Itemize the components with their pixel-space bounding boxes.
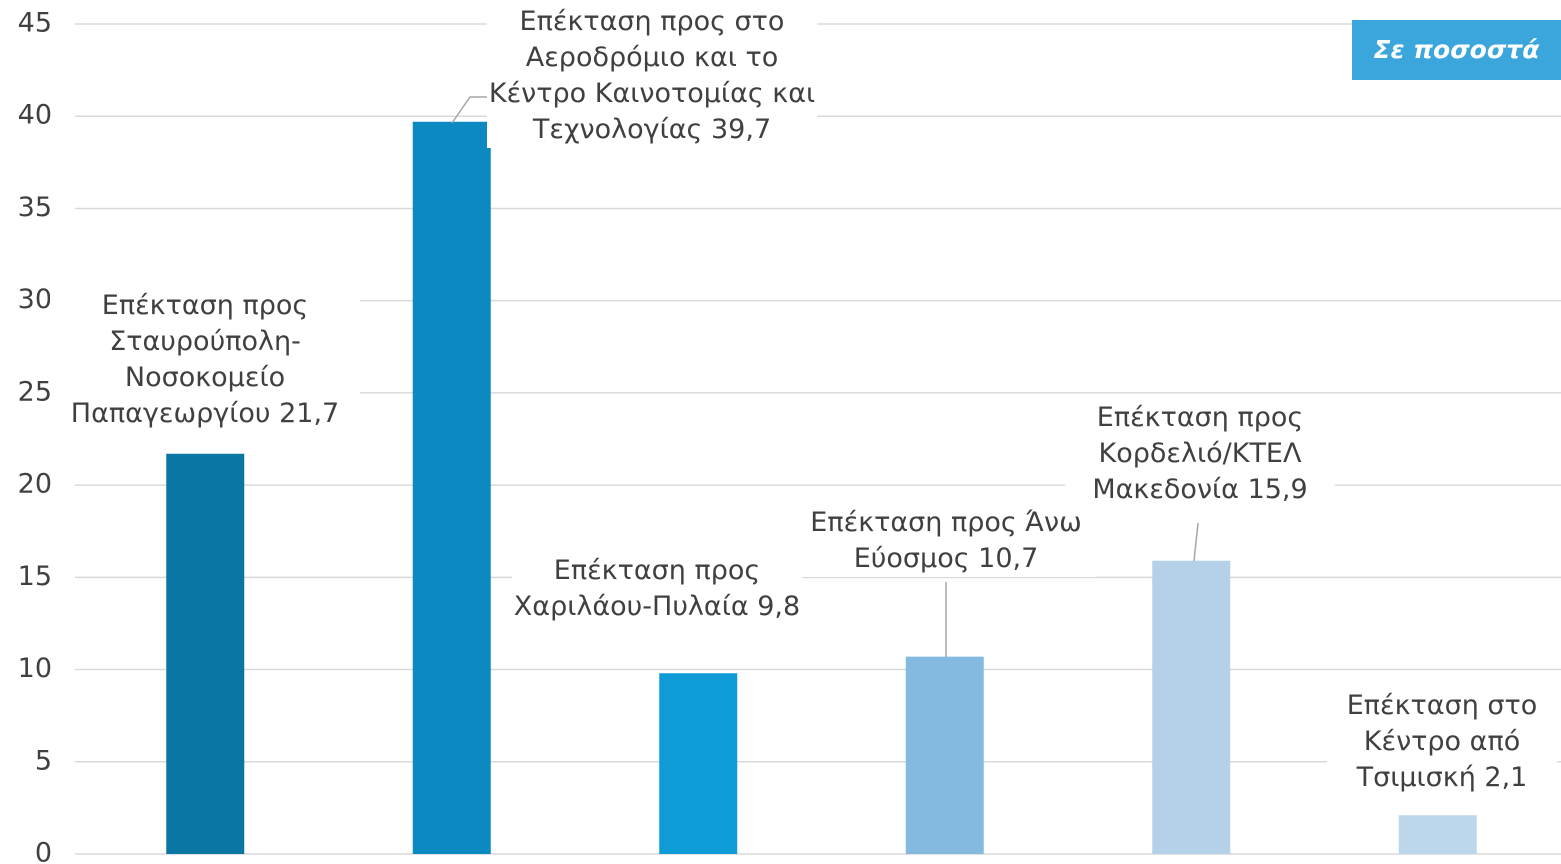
data-label: Επέκταση προς Άνω Εύοσμος 10,7	[796, 505, 1096, 577]
leader-line	[1193, 522, 1199, 562]
bar	[1398, 815, 1477, 854]
y-tick-label: 30	[18, 284, 52, 315]
y-tick-label: 40	[18, 100, 52, 131]
bar	[412, 121, 491, 854]
y-tick-label: 0	[35, 838, 52, 864]
category-label: Επέκταση στο Κέντρο από Τσιμισκή	[1346, 690, 1538, 793]
y-tick-label: 35	[18, 192, 52, 223]
category-label: Επέκταση προς Χαριλάου-Πυλαία	[513, 555, 761, 622]
bar	[166, 453, 245, 854]
annotation: Σε ποσοστά	[1352, 20, 1561, 80]
category-label: Επέκταση προς Άνω Εύοσμος	[810, 507, 1082, 574]
data-label: Επέκταση προς Χαριλάου-Πυλαία 9,8	[512, 553, 802, 625]
value-label: 9,8	[757, 591, 801, 622]
data-label: Επέκταση προς Κορδελιό/ΚΤΕΛ Μακεδονία 15…	[1065, 400, 1335, 508]
y-tick-label: 20	[18, 469, 52, 500]
bar	[905, 656, 984, 854]
y-tick-label: 15	[18, 561, 52, 592]
value-label: 10,7	[978, 543, 1039, 574]
value-label: 39,7	[711, 114, 772, 145]
value-label: 21,7	[279, 398, 340, 429]
value-label: 2,1	[1484, 762, 1528, 793]
leader-line	[451, 96, 493, 124]
category-label: Επέκταση προς Κορδελιό/ΚΤΕΛ Μακεδονία	[1092, 402, 1304, 505]
y-tick-label: 10	[18, 653, 52, 684]
bar	[1152, 560, 1231, 854]
category-label: Επέκταση προς Σταυρούπολη-Νοσοκομείο Παπ…	[70, 290, 309, 429]
value-label: 15,9	[1247, 474, 1308, 505]
y-tick-label: 45	[18, 8, 52, 39]
data-label: Επέκταση στο Κέντρο από Τσιμισκή 2,1	[1327, 688, 1557, 796]
data-label: Επέκταση προς Σταυρούπολη-Νοσοκομείο Παπ…	[50, 288, 360, 432]
category-label: Επέκταση προς στο Αεροδρόμιο και το Κέντ…	[488, 6, 816, 145]
bar	[659, 673, 738, 854]
y-tick-label: 5	[35, 745, 52, 776]
y-tick-label: 25	[18, 376, 52, 407]
data-label: Επέκταση προς στο Αεροδρόμιο και το Κέντ…	[487, 4, 817, 148]
